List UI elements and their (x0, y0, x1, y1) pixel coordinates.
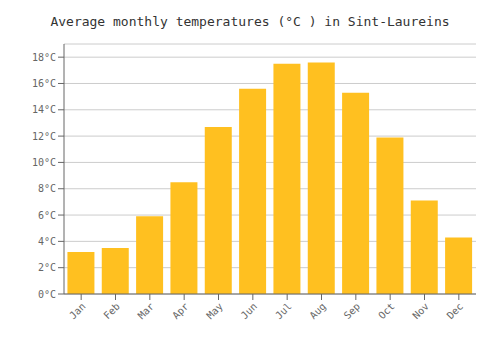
svg-text:10°C: 10°C (32, 157, 56, 168)
svg-text:4°C: 4°C (38, 236, 56, 247)
svg-text:14°C: 14°C (32, 104, 56, 115)
svg-text:6°C: 6°C (38, 210, 56, 221)
html-text:Average monthly temperatures (: Average monthly temperatures (°C ) in Si… (50, 14, 450, 29)
svg-text:Jul: Jul (273, 301, 294, 322)
svg-text:16°C: 16°C (32, 78, 56, 89)
svg-text:18°C: 18°C (32, 52, 56, 63)
svg-text:Dec: Dec (445, 301, 466, 322)
svg-text:2°C: 2°C (38, 262, 56, 273)
svg-text:May: May (204, 301, 225, 322)
svg-text:Jan: Jan (67, 301, 88, 322)
svg-text:0°C: 0°C (38, 289, 56, 300)
svg-text:12°C: 12°C (32, 131, 56, 142)
svg-text:8°C: 8°C (38, 183, 56, 194)
svg-text:Apr: Apr (170, 301, 191, 322)
svg-text:Feb: Feb (101, 301, 122, 322)
svg-text:Mar: Mar (136, 301, 157, 322)
svg-text:Oct: Oct (376, 301, 397, 322)
svg-text:Aug: Aug (307, 301, 328, 322)
svg-text:Jun: Jun (239, 301, 260, 322)
svg-text:Sep: Sep (342, 301, 363, 322)
svg-text:Nov: Nov (410, 301, 431, 322)
